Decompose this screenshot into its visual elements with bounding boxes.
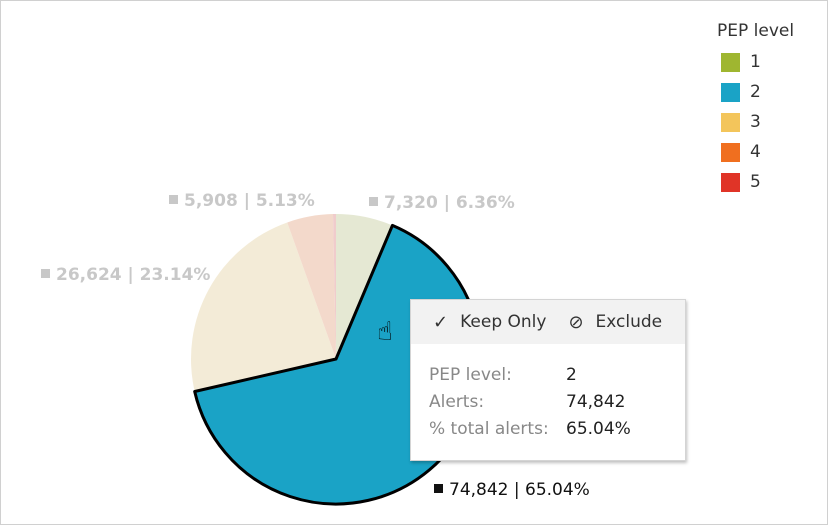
pie-slice-4[interactable]	[287, 214, 336, 359]
legend-swatch	[721, 112, 740, 132]
legend-item-4[interactable]: 4	[717, 137, 794, 167]
tooltip-row-level: PEP level: 2	[429, 365, 577, 385]
legend-swatch	[721, 52, 740, 72]
legend-swatch	[721, 142, 740, 162]
slice-label-4: 5,908 | 5.13%	[169, 191, 315, 211]
slice-label-2: 74,842 | 65.04%	[434, 480, 590, 500]
check-icon: ✓	[433, 311, 449, 333]
keep-only-button[interactable]: ✓ Keep Only	[433, 311, 547, 333]
legend-title: PEP level	[717, 21, 795, 41]
legend-label: 3	[750, 112, 761, 132]
legend-item-1[interactable]: 1	[717, 47, 794, 77]
tooltip-row-alerts: Alerts: 74,842	[429, 392, 626, 412]
legend-item-2[interactable]: 2	[717, 77, 794, 107]
hand-cursor-icon: ☝	[377, 317, 393, 347]
legend-item-5[interactable]: 5	[717, 167, 794, 197]
pie-slice-3[interactable]	[190, 222, 336, 392]
tooltip-row-percent: % total alerts: 65.04%	[429, 419, 631, 439]
legend-label: 4	[750, 142, 761, 162]
legend: PEP level 1 2 3 4 5	[717, 21, 794, 197]
legend-label: 2	[750, 82, 761, 102]
exclude-button[interactable]: ⊘ Exclude	[568, 311, 663, 333]
slice-label-3: 26,624 | 23.14%	[41, 265, 210, 285]
prohibited-icon: ⊘	[568, 311, 584, 333]
legend-swatch	[721, 82, 740, 102]
pie-slice-5[interactable]	[332, 214, 336, 359]
legend-label: 1	[750, 52, 761, 72]
tooltip: ✓ Keep Only ⊘ Exclude PEP level: 2 Alerts: 7…	[410, 299, 686, 461]
slice-label-1: 7,320 | 6.36%	[369, 193, 515, 213]
legend-item-3[interactable]: 3	[717, 107, 794, 137]
legend-label: 5	[750, 172, 761, 192]
pie-slice-2[interactable]	[193, 223, 483, 506]
legend-swatch	[721, 172, 740, 192]
